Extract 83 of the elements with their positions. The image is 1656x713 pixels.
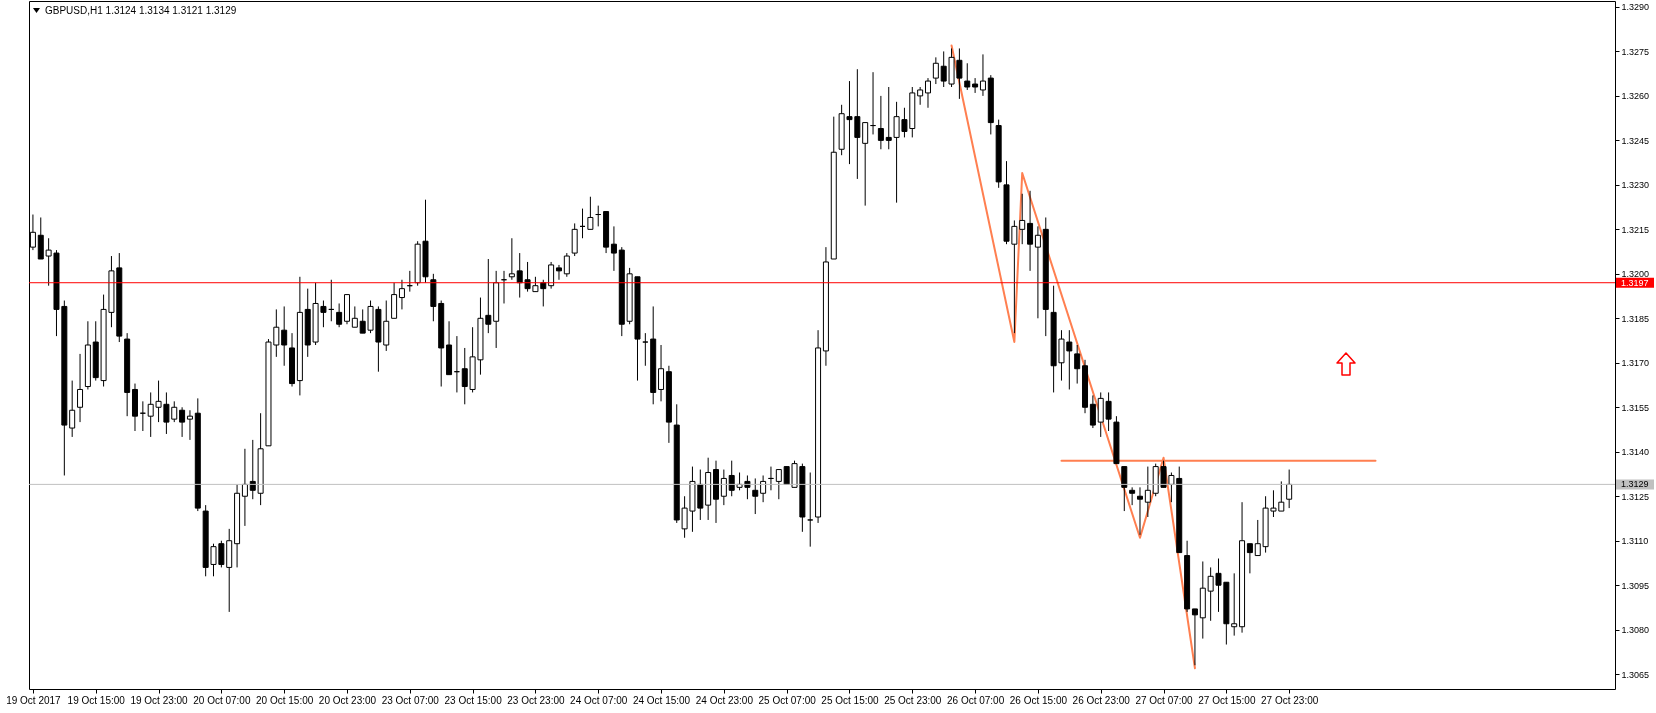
x-tick-label: 23 Oct 07:00 [381, 694, 440, 706]
candlestick [336, 302, 343, 328]
candlestick [610, 225, 617, 272]
x-tick-label: 26 Oct 15:00 [1009, 694, 1068, 706]
y-tick-label: 1.3080 [1621, 625, 1650, 636]
y-tick-label: 1.3140 [1621, 447, 1650, 458]
x-tick-label: 23 Oct 23:00 [507, 694, 565, 706]
x-tick-label: 25 Oct 23:00 [884, 694, 942, 706]
candlestick [391, 282, 398, 319]
candlestick [1034, 225, 1041, 319]
x-tick-label: 23 Oct 15:00 [444, 694, 503, 706]
candlestick [548, 261, 555, 290]
y-tick-label: 1.3230 [1621, 180, 1650, 191]
ref-line-label: 1.3197 [1621, 277, 1649, 288]
candlestick [77, 353, 84, 423]
x-tick-label: 20 Oct 15:00 [256, 694, 314, 706]
x-tick-label: 24 Oct 23:00 [695, 694, 754, 706]
candlestick [720, 469, 727, 506]
candlestick [1027, 190, 1034, 272]
x-tick-label: 25 Oct 07:00 [758, 694, 817, 706]
candlestick [917, 86, 924, 106]
y-tick-label: 1.3260 [1621, 91, 1650, 102]
candlestick [571, 222, 578, 257]
y-tick-label: 1.3125 [1621, 491, 1650, 502]
candlestick [972, 77, 979, 94]
candlestick [179, 406, 186, 438]
y-tick-label: 1.3155 [1621, 402, 1650, 413]
candlestick [932, 56, 939, 85]
x-tick-label: 20 Oct 07:00 [193, 694, 251, 706]
candlestick [925, 77, 931, 109]
x-tick-label: 27 Oct 23:00 [1261, 694, 1319, 706]
candlestick [964, 62, 971, 91]
y-tick-label: 1.3095 [1621, 580, 1650, 591]
candlestick [642, 332, 649, 367]
ref-line-label: 1.3129 [1621, 479, 1649, 490]
x-tick-label: 24 Oct 15:00 [632, 694, 691, 706]
y-tick-label: 1.3290 [1621, 2, 1650, 13]
candlestick [398, 279, 405, 310]
x-tick-label: 26 Oct 23:00 [1072, 694, 1131, 706]
y-tick-label: 1.3065 [1621, 669, 1650, 680]
candlestick [69, 380, 76, 438]
x-tick-label: 19 Oct 2017 [6, 694, 62, 706]
y-tick-label: 1.3170 [1621, 358, 1650, 369]
x-tick-label: 20 Oct 23:00 [318, 694, 377, 706]
candlestick [1121, 466, 1128, 512]
candlestick [1246, 543, 1253, 574]
candlestick [563, 252, 570, 278]
candlestick [1074, 344, 1081, 385]
candlestick [351, 305, 358, 328]
candlestick [862, 122, 869, 207]
candlestick [508, 237, 515, 281]
x-tick-label: 27 Oct 15:00 [1198, 694, 1256, 706]
candlestick [760, 474, 767, 503]
candlestick [555, 264, 562, 281]
candlestick [807, 472, 814, 548]
chart-title: GBPUSD,H1 1.3124 1.3134 1.3121 1.3129 [45, 5, 237, 16]
candlestick [877, 95, 884, 150]
candlestick [241, 448, 248, 527]
candlestick [281, 305, 288, 367]
y-tick-label: 1.3200 [1621, 269, 1650, 280]
y-tick-label: 1.3275 [1621, 46, 1650, 57]
candlestick [752, 477, 759, 515]
candlestick [1144, 466, 1151, 518]
candlestick [979, 53, 986, 97]
x-tick-label: 27 Oct 07:00 [1135, 694, 1194, 706]
x-tick-label: 25 Oct 15:00 [821, 694, 880, 706]
x-tick-label: 19 Oct 15:00 [67, 694, 126, 706]
candlestick [1191, 608, 1198, 666]
x-tick-label: 19 Oct 23:00 [130, 694, 189, 706]
candlestick [1129, 486, 1136, 506]
y-tick-label: 1.3110 [1621, 536, 1649, 547]
x-tick-label: 24 Oct 07:00 [570, 694, 628, 706]
candlestick [587, 196, 594, 230]
x-tick-label: 26 Oct 07:00 [946, 694, 1005, 706]
candlestick [658, 344, 665, 402]
y-tick-label: 1.3185 [1621, 313, 1650, 324]
y-tick-label: 1.3215 [1621, 224, 1650, 235]
candlestick [1286, 469, 1293, 509]
candlestick [1136, 486, 1143, 536]
candlestick [775, 469, 782, 500]
y-tick-label: 1.3245 [1621, 135, 1650, 146]
candlestick [1089, 394, 1096, 429]
candlestick [186, 409, 193, 441]
